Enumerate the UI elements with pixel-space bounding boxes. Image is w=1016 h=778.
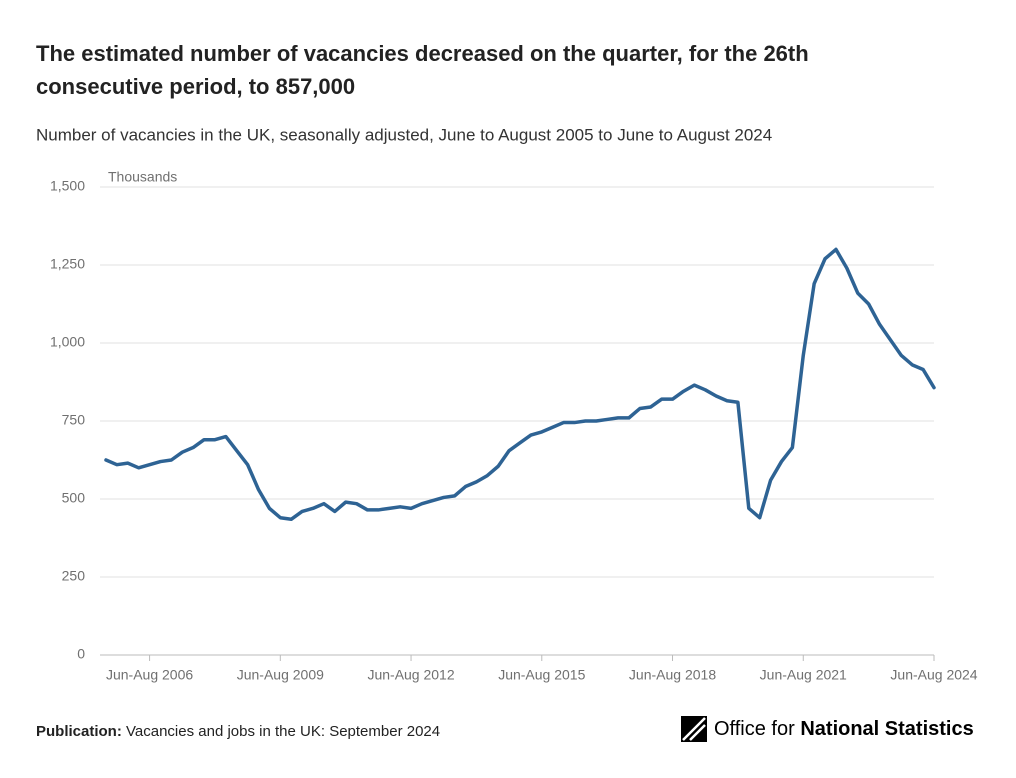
chart-title: The estimated number of vacancies decrea… [36, 41, 809, 66]
y-tick-label: 250 [62, 568, 86, 584]
x-tick-label: Jun-Aug 2024 [890, 667, 977, 683]
logo-light: Office for [714, 718, 795, 740]
logo: Office for National Statistics [681, 716, 974, 742]
x-tick-label: Jun-Aug 2021 [760, 667, 847, 683]
data-line [104, 247, 936, 522]
chart-subtitle: Number of vacancies in the UK, seasonall… [36, 125, 772, 144]
y-tick-label: 1,000 [50, 334, 85, 350]
y-tick-label: 1,500 [50, 178, 85, 194]
footer-label: Publication: [36, 723, 122, 740]
x-tick-label: Jun-Aug 2018 [629, 667, 716, 683]
x-tick-label: Jun-Aug 2006 [106, 667, 193, 683]
x-tick-label: Jun-Aug 2015 [498, 667, 585, 683]
y-tick-label: 500 [62, 490, 86, 506]
x-tick-label: Jun-Aug 2012 [367, 667, 454, 683]
footer-text: Vacancies and jobs in the UK: September … [126, 723, 440, 740]
chart-title: consecutive period, to 857,000 [36, 74, 355, 99]
y-tick-label: 750 [62, 412, 86, 428]
y-unit: Thousands [108, 169, 177, 185]
logo-bold: National Statistics [800, 718, 973, 740]
footer: Publication: Vacancies and jobs in the U… [36, 723, 440, 740]
logo-mark-detail [682, 717, 706, 741]
y-tick-label: 0 [77, 646, 85, 662]
x-tick-label: Jun-Aug 2009 [237, 667, 324, 683]
y-tick-label: 1,250 [50, 256, 85, 272]
logo-text: Office for National Statistics [714, 718, 974, 740]
